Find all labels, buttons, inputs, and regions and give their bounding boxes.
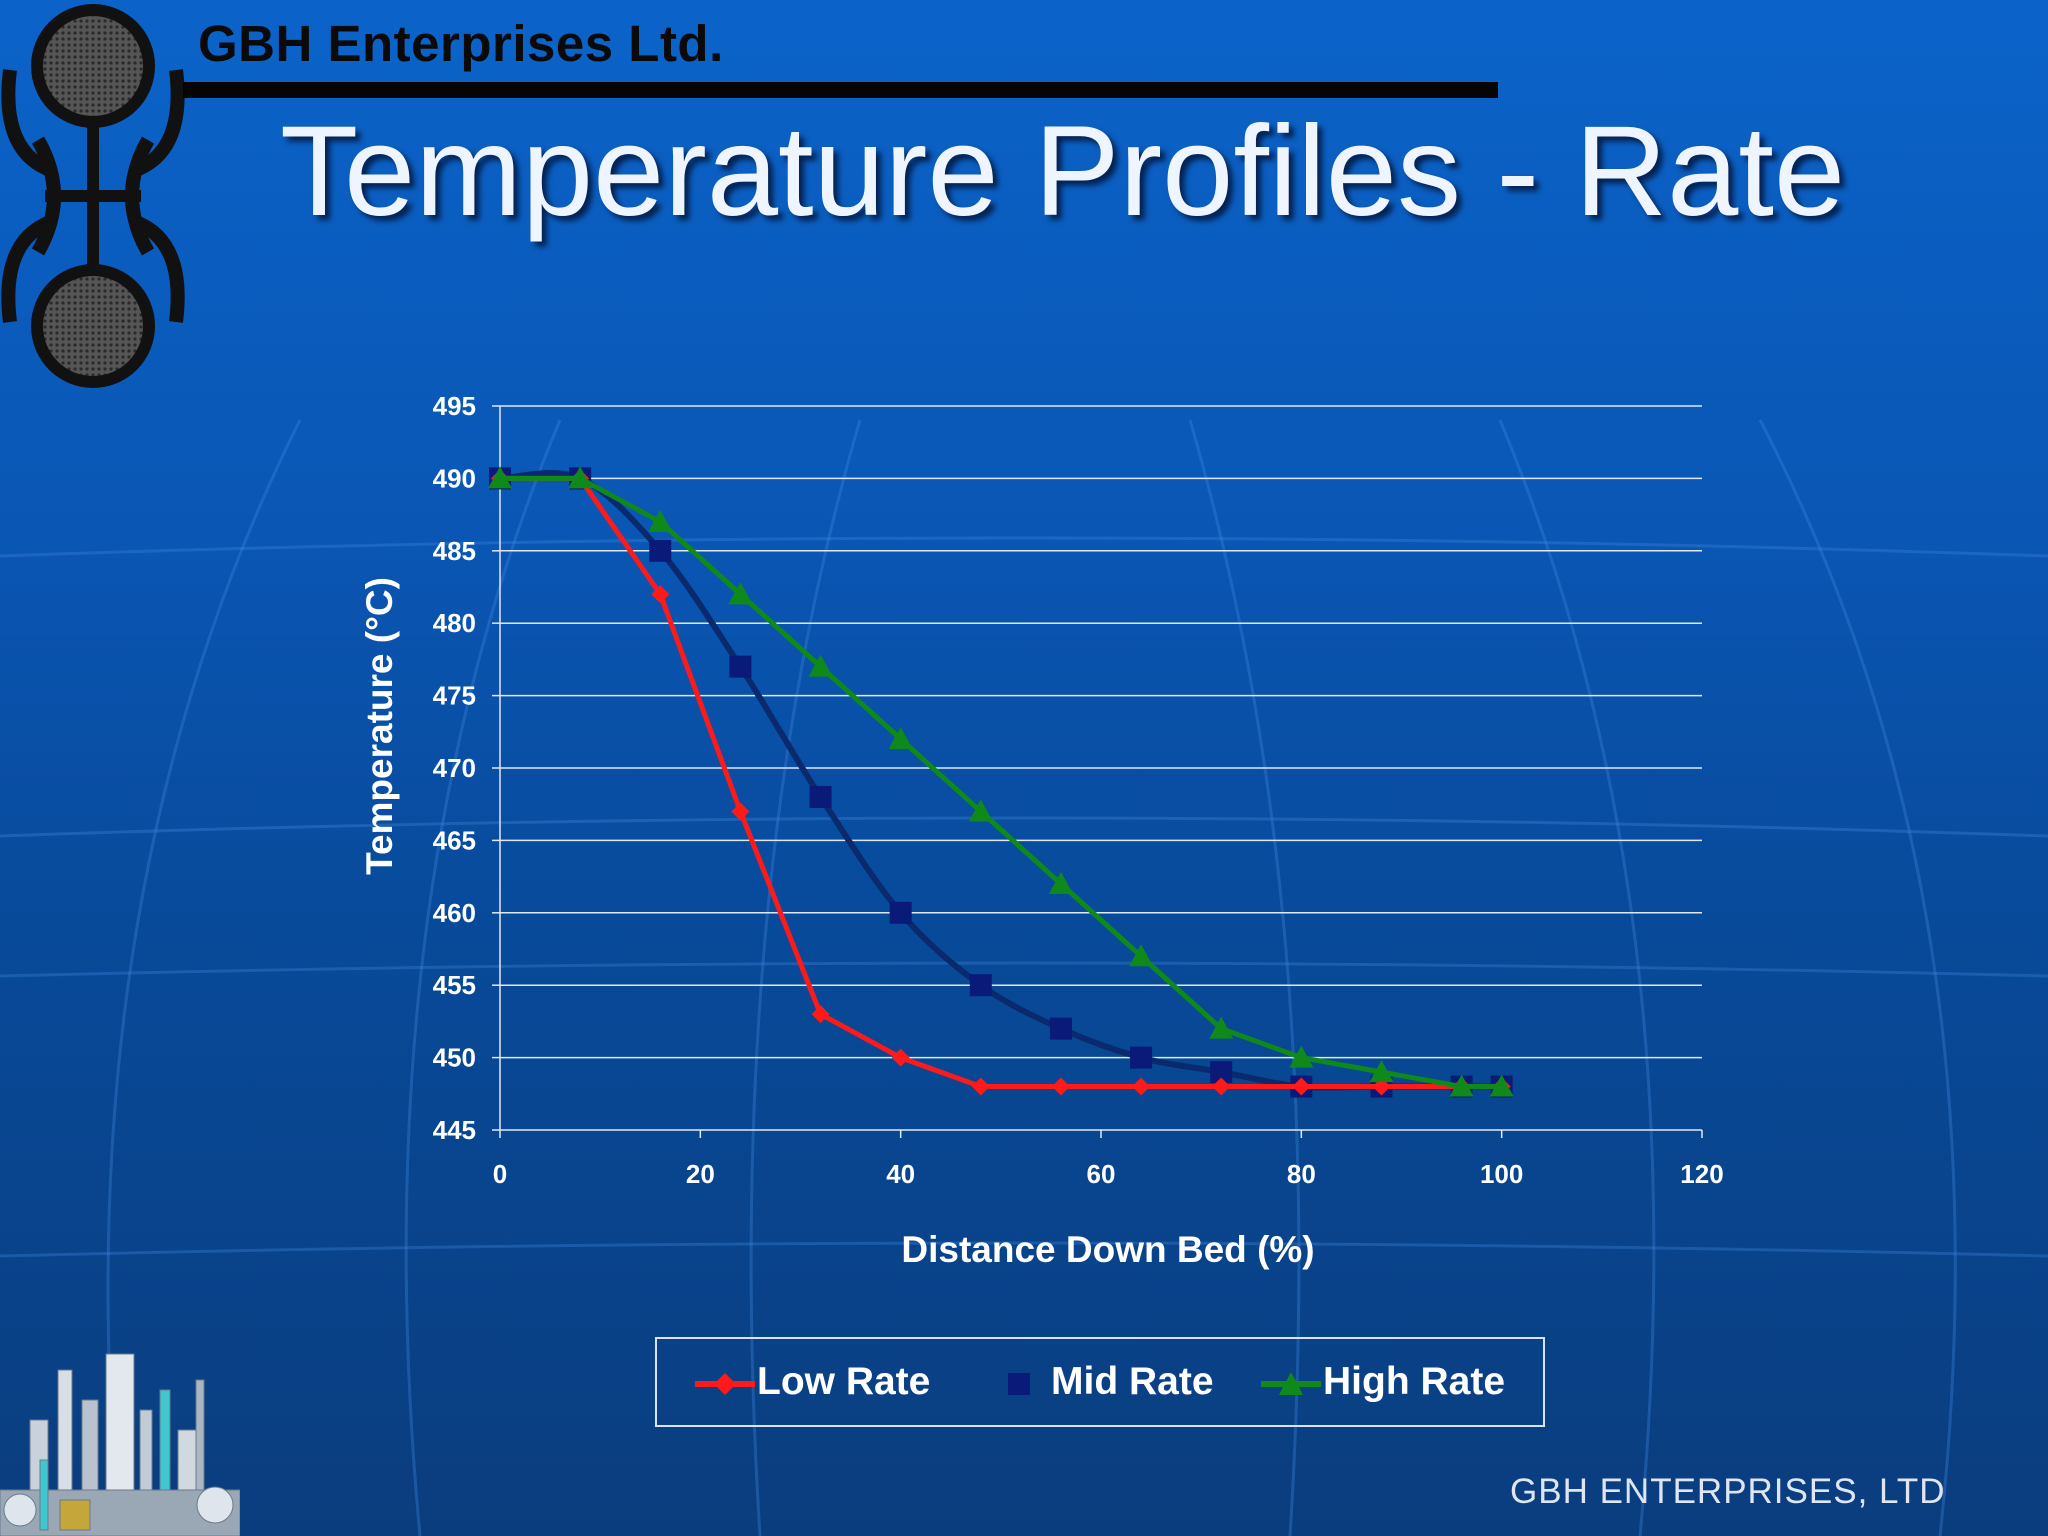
data-point-low-rate bbox=[971, 1077, 990, 1096]
x-tick-label: 20 bbox=[686, 1159, 715, 1189]
series bbox=[488, 466, 1514, 1098]
series-mid-rate bbox=[489, 467, 1513, 1098]
grid-lines bbox=[500, 405, 1702, 1059]
data-point-high-rate bbox=[1209, 1016, 1234, 1039]
x-tick-label: 40 bbox=[886, 1159, 915, 1189]
data-point-high-rate bbox=[728, 582, 753, 605]
y-tick-label: 485 bbox=[433, 536, 476, 566]
data-point-high-rate bbox=[488, 466, 512, 489]
axes bbox=[492, 405, 1703, 1138]
data-point-mid-rate bbox=[729, 655, 752, 678]
tick-labels: 445 450 455 460 465 470 475 480 485 490 495 0 20 40 60… bbox=[433, 391, 1724, 1189]
series-line-high-rate bbox=[500, 475, 1502, 1090]
legend-item-mid-rate: Mid Rate bbox=[987, 1339, 1214, 1425]
data-point-mid-rate bbox=[1049, 1017, 1072, 1040]
data-point-mid-rate bbox=[649, 539, 672, 562]
data-point-high-rate bbox=[1289, 1045, 1314, 1068]
header-rule bbox=[183, 82, 1498, 98]
data-point-low-rate bbox=[1292, 1077, 1311, 1096]
y-axis-label: Temperature (°C) bbox=[359, 577, 400, 875]
footer-company: GBH ENTERPRISES, LTD bbox=[1510, 1472, 1946, 1511]
data-point-high-rate bbox=[1369, 1060, 1394, 1083]
data-point-low-rate bbox=[651, 585, 670, 604]
data-point-high-rate bbox=[568, 466, 593, 489]
data-point-high-rate bbox=[1129, 944, 1154, 967]
x-tick-label: 100 bbox=[1480, 1159, 1523, 1189]
y-tick-label: 465 bbox=[433, 825, 476, 855]
y-tick-label: 475 bbox=[433, 681, 476, 711]
legend-label: High Rate bbox=[1323, 1360, 1506, 1403]
data-point-mid-rate bbox=[889, 901, 912, 924]
legend-marker-triangle-icon bbox=[1261, 1371, 1321, 1395]
legend-marker-diamond-icon bbox=[695, 1372, 755, 1395]
data-point-high-rate bbox=[648, 509, 673, 532]
legend-label: Mid Rate bbox=[1051, 1360, 1214, 1403]
y-tick-label: 495 bbox=[433, 391, 476, 421]
y-tick-label: 460 bbox=[433, 898, 476, 928]
company-logo bbox=[1, 4, 185, 388]
data-point-low-rate bbox=[1051, 1077, 1070, 1096]
y-tick-label: 450 bbox=[433, 1043, 476, 1073]
legend-item-low-rate: Low Rate bbox=[693, 1339, 930, 1425]
data-point-high-rate bbox=[968, 799, 993, 822]
data-point-mid-rate bbox=[1130, 1046, 1153, 1069]
refinery-illustration bbox=[0, 1353, 240, 1536]
slide-title: Temperature Profiles - Rate bbox=[280, 100, 1846, 243]
y-tick-label: 490 bbox=[433, 463, 476, 493]
x-tick-label: 120 bbox=[1680, 1159, 1723, 1189]
data-point-high-rate bbox=[808, 654, 833, 677]
legend-marker-square-icon bbox=[1008, 1372, 1030, 1395]
x-axis-label: Distance Down Bed (%) bbox=[901, 1229, 1314, 1270]
y-tick-label: 480 bbox=[433, 608, 476, 638]
data-point-high-rate bbox=[1048, 871, 1073, 894]
x-tick-label: 80 bbox=[1287, 1159, 1316, 1189]
series-low-rate bbox=[491, 469, 1511, 1096]
series-high-rate bbox=[488, 466, 1514, 1097]
legend-item-high-rate: High Rate bbox=[1259, 1339, 1505, 1425]
data-point-low-rate bbox=[891, 1048, 910, 1067]
chart-legend: Low Rate Mid Rate High Rate bbox=[655, 1337, 1545, 1427]
series-line-low-rate bbox=[500, 475, 1502, 1090]
legend-label: Low Rate bbox=[757, 1360, 931, 1403]
company-name: GBH Enterprises Ltd. bbox=[198, 15, 724, 72]
data-point-low-rate bbox=[731, 802, 750, 821]
data-point-mid-rate bbox=[969, 974, 992, 997]
data-point-low-rate bbox=[1212, 1077, 1231, 1096]
y-tick-label: 445 bbox=[433, 1115, 476, 1145]
data-point-low-rate bbox=[811, 1005, 830, 1024]
data-point-high-rate bbox=[1489, 1074, 1514, 1097]
data-point-high-rate bbox=[1449, 1074, 1474, 1097]
data-point-mid-rate bbox=[809, 785, 832, 808]
x-tick-label: 60 bbox=[1087, 1159, 1116, 1189]
data-point-mid-rate bbox=[1210, 1061, 1233, 1084]
y-tick-label: 455 bbox=[433, 970, 476, 1000]
x-tick-label: 0 bbox=[493, 1159, 507, 1189]
series-line-mid-rate bbox=[499, 470, 1502, 1091]
y-tick-label: 470 bbox=[433, 753, 476, 783]
data-point-high-rate bbox=[888, 727, 913, 750]
data-point-low-rate bbox=[1132, 1077, 1151, 1096]
